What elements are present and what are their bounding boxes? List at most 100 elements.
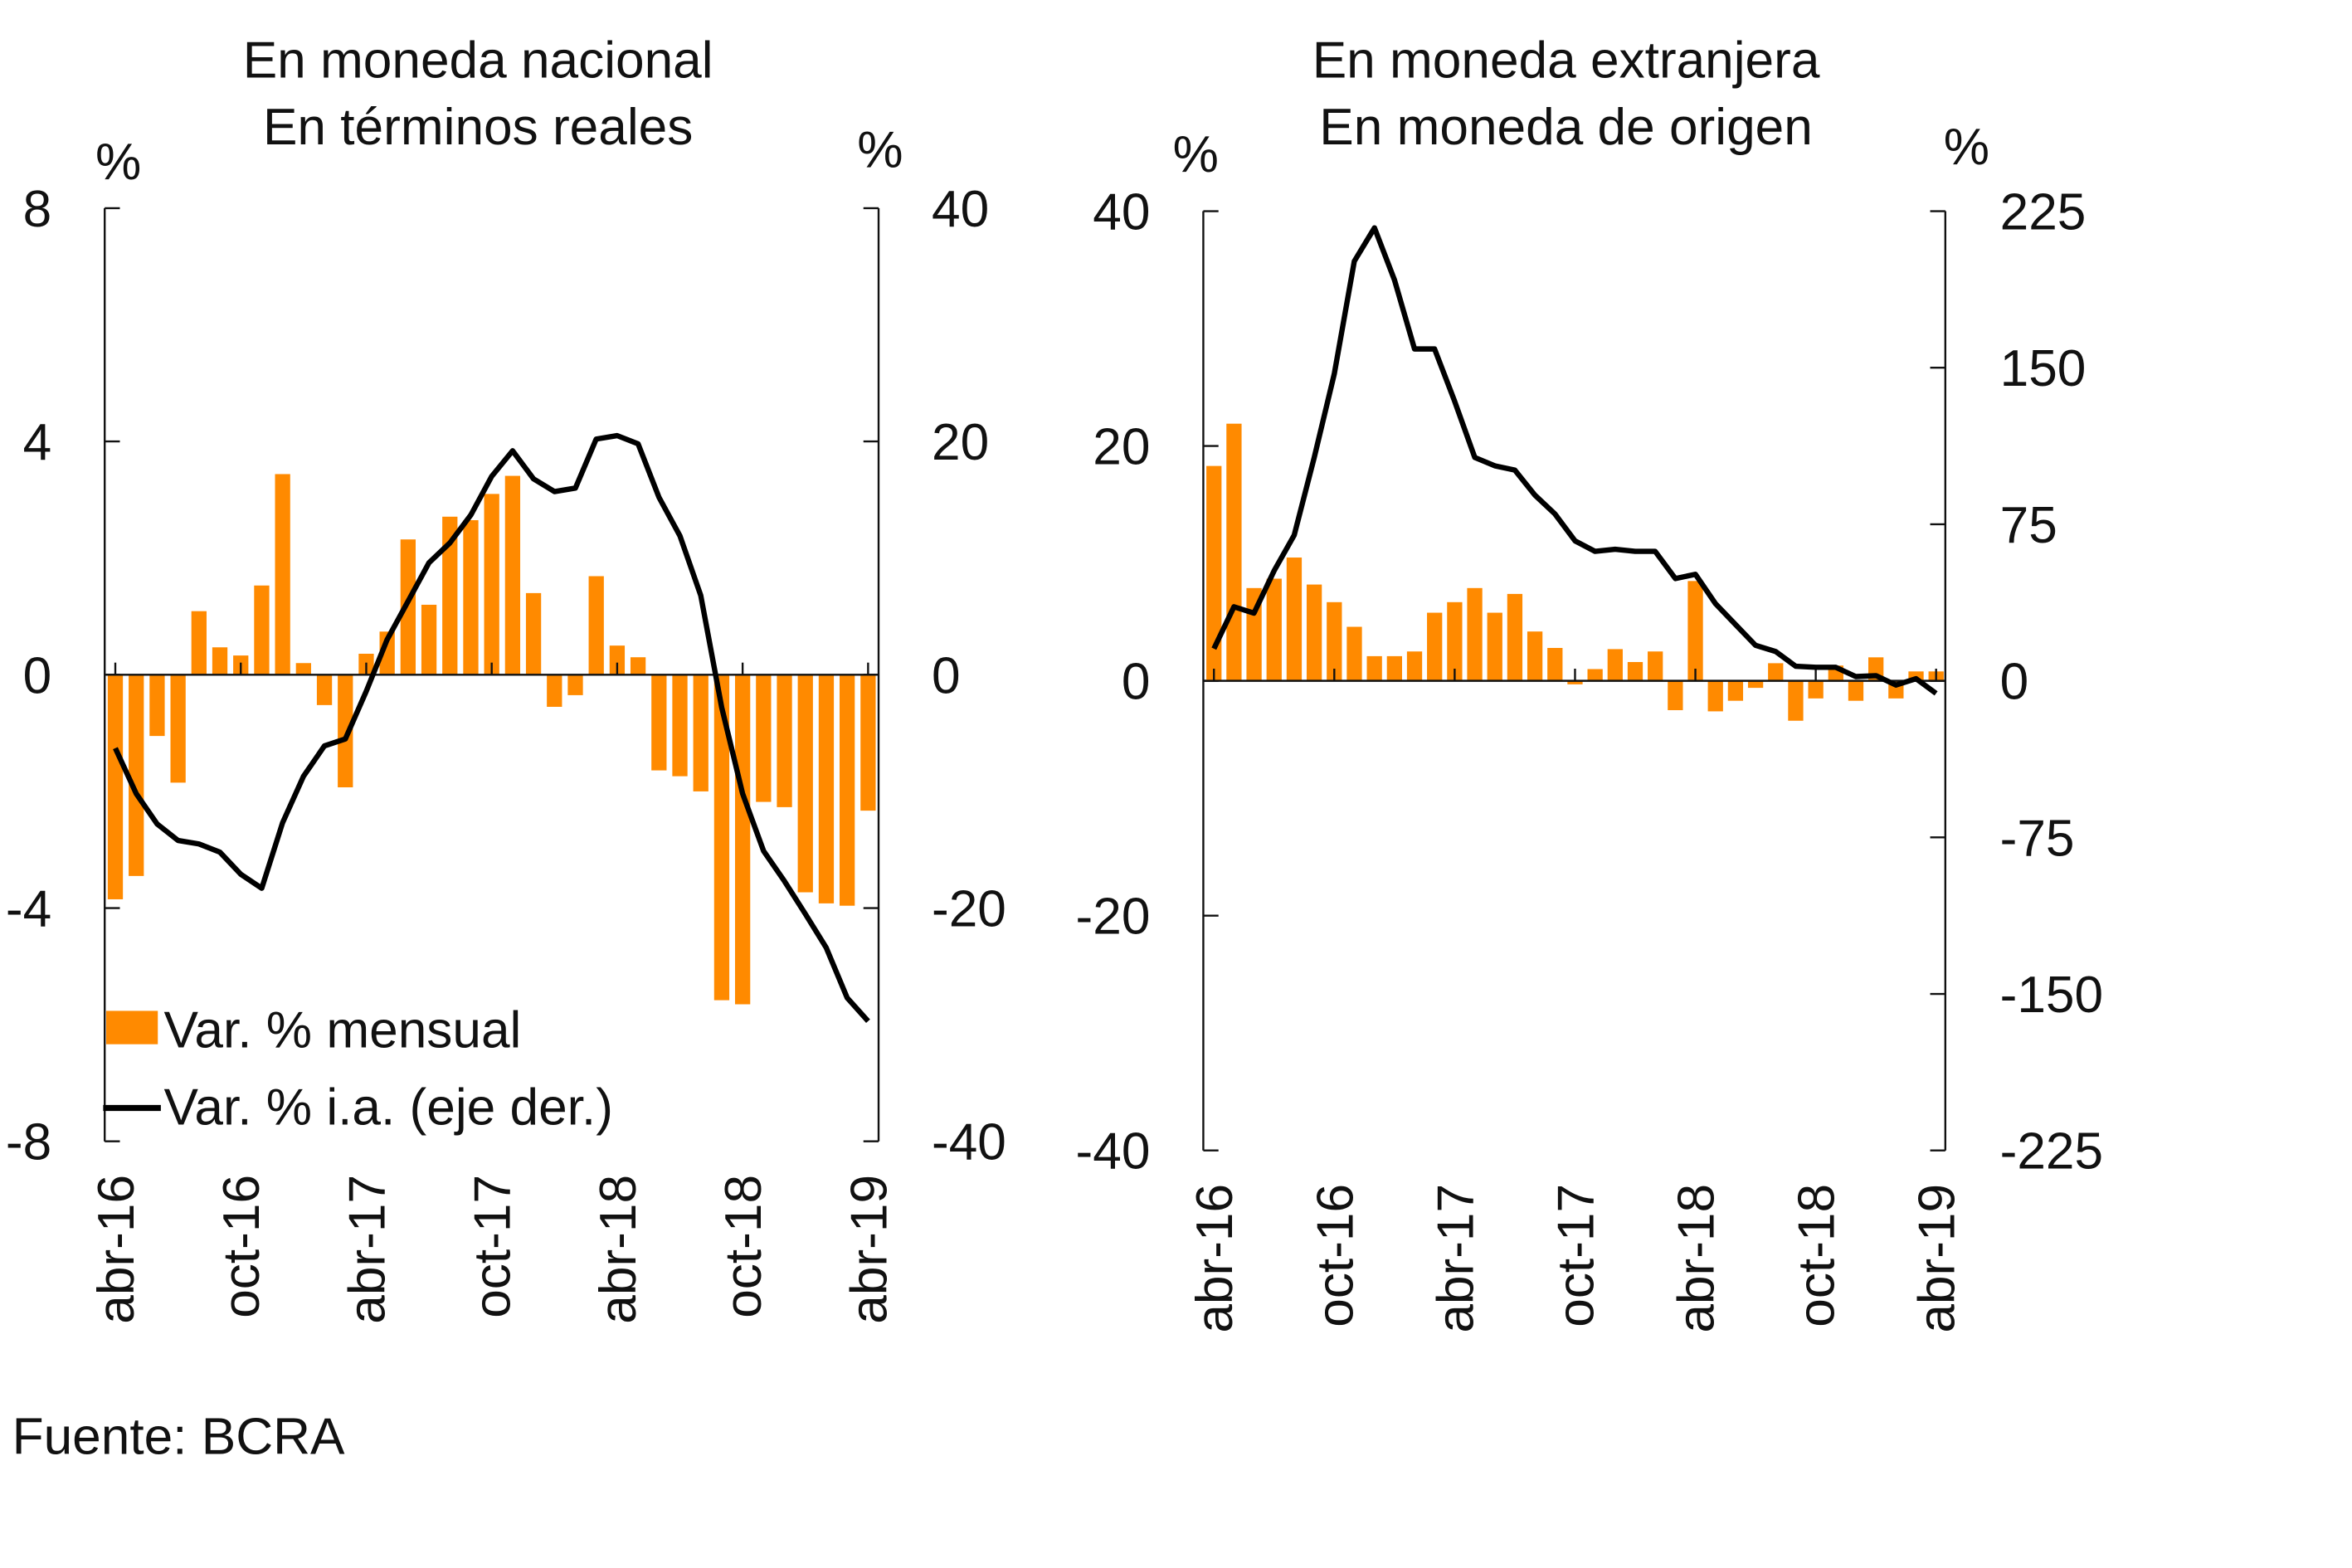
legend: Var. % mensual Var. % i.a. (eje der.) xyxy=(103,1001,613,1137)
bar xyxy=(1386,655,1402,681)
bar xyxy=(547,674,562,707)
bar xyxy=(1648,651,1663,681)
left-axis-unit-2: % xyxy=(1173,126,1219,183)
bar xyxy=(1808,680,1824,699)
panel-right: En moneda extranjera En moneda de origen… xyxy=(1076,32,2104,1333)
x-tick-label: oct-17 xyxy=(465,1175,522,1318)
right-tick-label: 75 xyxy=(2000,497,2057,554)
left-title-line1: En moneda nacional xyxy=(243,32,713,90)
bar xyxy=(1487,612,1502,681)
left-axis-unit: % xyxy=(95,134,141,191)
left-tick-label: 0 xyxy=(23,647,52,704)
x-tick-label: oct-17 xyxy=(1547,1184,1605,1327)
x-tick-label: abr-19 xyxy=(840,1175,898,1324)
bar xyxy=(107,674,124,899)
bar xyxy=(1306,584,1322,681)
bar xyxy=(609,645,626,675)
bar xyxy=(1507,593,1523,681)
bar xyxy=(1266,578,1282,681)
left-tick-label: 8 xyxy=(23,181,52,238)
bar xyxy=(651,674,667,771)
right-title-line2: En moneda de origen xyxy=(1319,99,1813,156)
line-series-ia xyxy=(1211,225,1938,696)
right-tick-label: -75 xyxy=(2000,810,2075,867)
x-tick-label: oct-16 xyxy=(1307,1184,1364,1327)
bar xyxy=(1788,680,1804,721)
bar xyxy=(1327,601,1342,681)
right-tick-label: 150 xyxy=(2000,340,2087,397)
right-title-line1: En moneda extranjera xyxy=(1312,32,1820,90)
bar xyxy=(672,674,688,777)
line-series-ia xyxy=(113,432,870,1024)
bar xyxy=(1427,612,1443,681)
bar xyxy=(421,604,437,675)
right-tick-label: 20 xyxy=(932,414,989,471)
bar xyxy=(1447,601,1463,681)
right-axis-unit: % xyxy=(857,121,903,178)
bar xyxy=(1627,661,1643,681)
bar xyxy=(840,674,855,906)
left-tick-label: 0 xyxy=(1122,654,1151,711)
bar xyxy=(1607,649,1623,681)
left-tick-label: -4 xyxy=(6,880,51,937)
bar xyxy=(1366,655,1382,681)
bar xyxy=(1286,558,1303,681)
bar xyxy=(149,674,165,737)
bar xyxy=(860,674,876,811)
bar xyxy=(1567,680,1583,684)
x-tick-label: abr-17 xyxy=(1427,1184,1484,1333)
bar xyxy=(818,674,835,903)
bar xyxy=(777,674,792,807)
bar xyxy=(1687,581,1703,681)
bar xyxy=(1727,680,1744,701)
bar xyxy=(1768,663,1784,681)
bar xyxy=(567,674,583,695)
legend-bar-swatch xyxy=(106,1010,158,1045)
left-tick-label: 4 xyxy=(23,414,52,471)
bar xyxy=(442,516,458,675)
panel-left: En moneda nacional En términos reales % … xyxy=(6,32,1006,1324)
legend-line-label: Var. % i.a. (eje der.) xyxy=(164,1079,613,1137)
right-tick-label: 225 xyxy=(2000,183,2087,241)
bar xyxy=(734,674,751,1005)
bar xyxy=(1668,680,1683,711)
x-tick-label: abr-16 xyxy=(1186,1184,1244,1333)
right-tick-label: -40 xyxy=(932,1114,1006,1171)
bar xyxy=(484,494,499,675)
x-tick-label: abr-16 xyxy=(88,1175,145,1324)
bar xyxy=(797,674,813,893)
bar xyxy=(1547,647,1563,681)
bar xyxy=(630,657,646,675)
right-tick-label: -225 xyxy=(2000,1123,2103,1181)
right-tick-label: 40 xyxy=(932,181,989,238)
bar xyxy=(504,475,521,675)
bar xyxy=(1406,651,1423,681)
bar xyxy=(1527,631,1543,681)
right-tick-label: 0 xyxy=(932,647,961,704)
bar xyxy=(693,674,709,791)
x-tick-label: abr-19 xyxy=(1909,1184,1966,1333)
bar xyxy=(1707,680,1723,712)
x-tick-label: abr-18 xyxy=(590,1175,647,1324)
left-tick-label: 40 xyxy=(1093,183,1150,241)
bar xyxy=(1206,465,1222,681)
bar xyxy=(129,674,144,876)
left-tick-label: -20 xyxy=(1076,889,1151,946)
bar xyxy=(170,674,186,783)
bar xyxy=(400,539,416,675)
left-tick-label: 20 xyxy=(1093,419,1150,476)
bar xyxy=(588,576,604,675)
left-title-line2: En términos reales xyxy=(263,99,693,156)
bar xyxy=(295,663,311,675)
bar xyxy=(316,674,333,705)
x-tick-label: abr-17 xyxy=(338,1175,396,1324)
bar xyxy=(254,585,270,675)
right-tick-label: 0 xyxy=(2000,654,2029,711)
source-note: Fuente: BCRA xyxy=(12,1409,345,1466)
bar xyxy=(463,520,479,675)
bar xyxy=(1226,423,1242,681)
bar xyxy=(1747,680,1764,689)
bar xyxy=(756,674,772,802)
left-tick-label: -40 xyxy=(1076,1123,1151,1181)
